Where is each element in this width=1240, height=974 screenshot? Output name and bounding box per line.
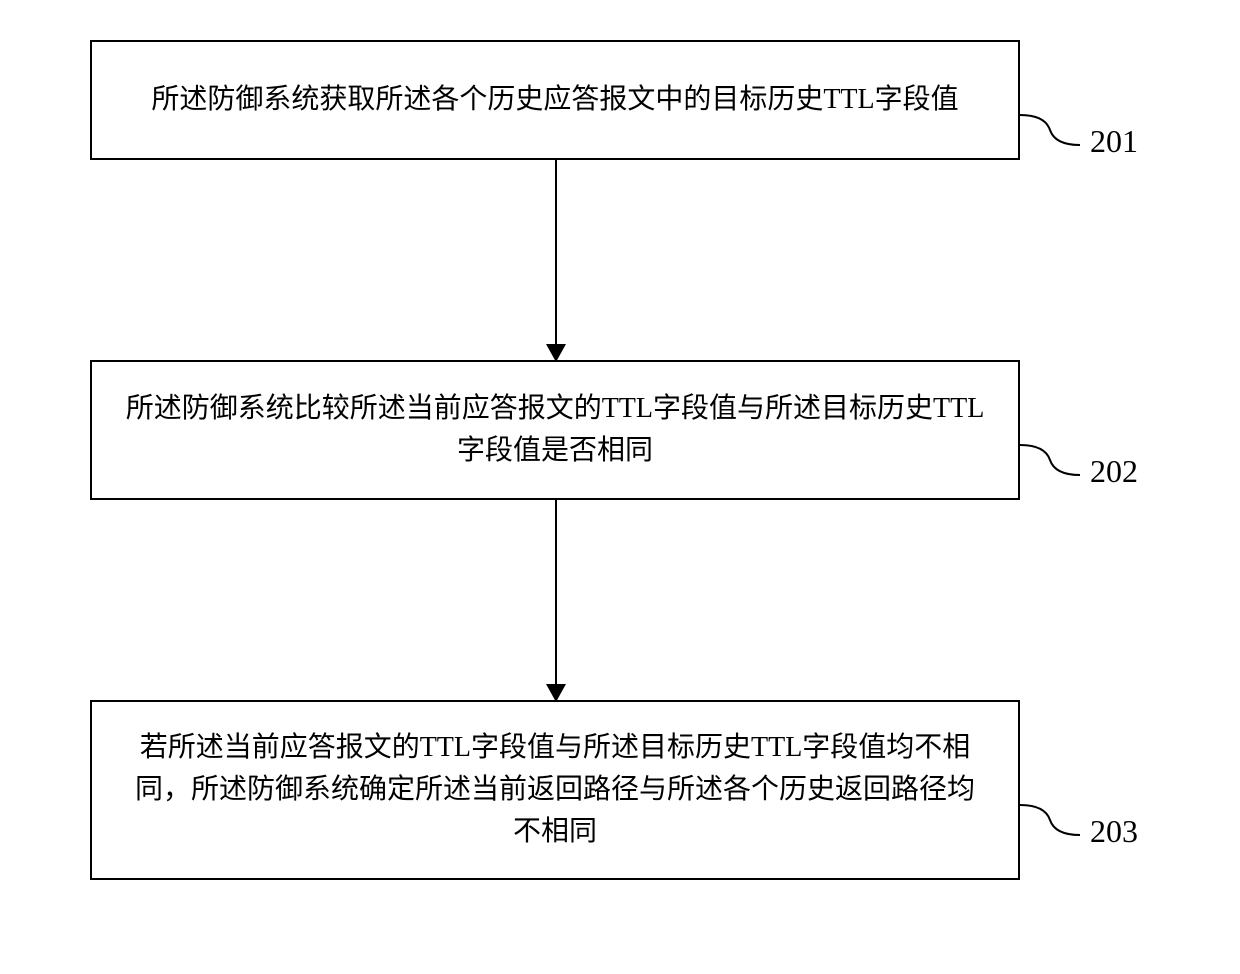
curve-icon — [1020, 105, 1080, 155]
flowchart-container: 所述防御系统获取所述各个历史应答报文中的目标历史TTL字段值 所述防御系统比较所… — [70, 40, 1170, 940]
arrow-2-to-3 — [555, 500, 557, 700]
step-3-text: 若所述当前应答报文的TTL字段值与所述目标历史TTL字段值均不相同，所述防御系统… — [122, 727, 988, 853]
arrow-1-to-2 — [555, 160, 557, 360]
label-connector-1: 201 — [1020, 105, 1138, 155]
step-2-text: 所述防御系统比较所述当前应答报文的TTL字段值与所述目标历史TTL字段值是否相同 — [122, 388, 988, 472]
step-1-label: 201 — [1090, 123, 1138, 160]
step-2-label: 202 — [1090, 453, 1138, 490]
label-connector-2: 202 — [1020, 435, 1138, 485]
flowchart-step-3: 若所述当前应答报文的TTL字段值与所述目标历史TTL字段值均不相同，所述防御系统… — [90, 700, 1020, 880]
step-3-label: 203 — [1090, 813, 1138, 850]
label-connector-3: 203 — [1020, 795, 1138, 845]
flowchart-step-1: 所述防御系统获取所述各个历史应答报文中的目标历史TTL字段值 — [90, 40, 1020, 160]
curve-icon — [1020, 795, 1080, 845]
step-1-text: 所述防御系统获取所述各个历史应答报文中的目标历史TTL字段值 — [151, 79, 958, 121]
flowchart-step-2: 所述防御系统比较所述当前应答报文的TTL字段值与所述目标历史TTL字段值是否相同 — [90, 360, 1020, 500]
curve-icon — [1020, 435, 1080, 485]
